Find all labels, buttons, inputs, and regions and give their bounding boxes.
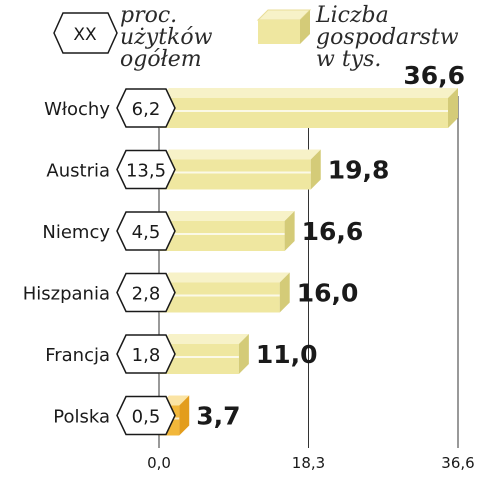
percent-badge	[116, 149, 176, 190]
bar-end-face	[279, 272, 290, 313]
percent-badge	[116, 272, 176, 313]
category-label: Austria	[46, 161, 110, 182]
percent-badge-label: 13,5	[126, 161, 166, 182]
bar	[159, 221, 285, 251]
legend: XX proc. użytków ogółem Liczba gospodars…	[53, 3, 459, 72]
legend-bar-label-line2: gospodarstw	[316, 25, 459, 50]
percent-badge-label: 4,5	[132, 222, 161, 243]
bar-top-face	[159, 149, 321, 160]
percent-badge	[116, 334, 176, 374]
legend-badge-label-line1: proc.	[120, 3, 177, 28]
legend-badge-text: XX	[73, 25, 97, 45]
bar	[159, 344, 239, 374]
bar-top-face	[159, 272, 290, 283]
percent-badge	[116, 88, 176, 128]
bar-top-face	[159, 88, 458, 98]
bar-end-face	[179, 395, 190, 436]
category-label: Polska	[53, 407, 110, 428]
legend-badge-icon	[53, 12, 118, 54]
legend-bar-swatch-icon	[256, 9, 312, 44]
bar	[159, 98, 448, 128]
x-tick-label: 36,6	[441, 454, 474, 472]
percent-badge-label: 2,8	[132, 284, 161, 305]
legend-bar-label-line3: w tys.	[316, 47, 381, 72]
category-label: Hiszpania	[23, 284, 110, 305]
legend-badge-label-line3: ogółem	[120, 47, 202, 72]
bar	[159, 159, 311, 190]
grid-layer	[158, 96, 459, 448]
value-label: 11,0	[256, 340, 318, 369]
bar-end-face	[310, 149, 321, 190]
labels-layer: 0,0 18,3 36,6 6,2 Włochy 36,6 13,5 Austria 19,8 4…	[23, 61, 475, 472]
percent-badge-label: 0,5	[132, 407, 161, 428]
percent-badge	[116, 211, 176, 251]
percent-badge	[116, 395, 176, 436]
category-label: Włochy	[44, 99, 110, 120]
percent-badge-label: 1,8	[132, 345, 161, 366]
bar-top-face	[159, 211, 295, 221]
legend-bar-label-line1: Liczba	[315, 3, 389, 28]
bar-end-face	[284, 211, 295, 251]
legend-badge-label-line2: użytków	[120, 25, 213, 50]
bar-end-face	[448, 88, 458, 128]
bar	[159, 282, 280, 313]
bar-top-face	[159, 334, 249, 344]
x-tick-label: 18,3	[292, 454, 325, 472]
category-label: Francja	[45, 345, 110, 366]
x-tick-label: 0,0	[147, 454, 171, 472]
percent-badge-label: 6,2	[132, 99, 161, 120]
value-label: 19,8	[328, 156, 390, 185]
value-label: 16,6	[302, 217, 364, 246]
value-label: 16,0	[297, 279, 359, 308]
value-label: 3,7	[196, 402, 240, 431]
bar-end-face	[238, 334, 249, 374]
bars-layer	[159, 88, 458, 436]
category-label: Niemcy	[42, 222, 110, 243]
value-label: 36,6	[403, 61, 465, 90]
